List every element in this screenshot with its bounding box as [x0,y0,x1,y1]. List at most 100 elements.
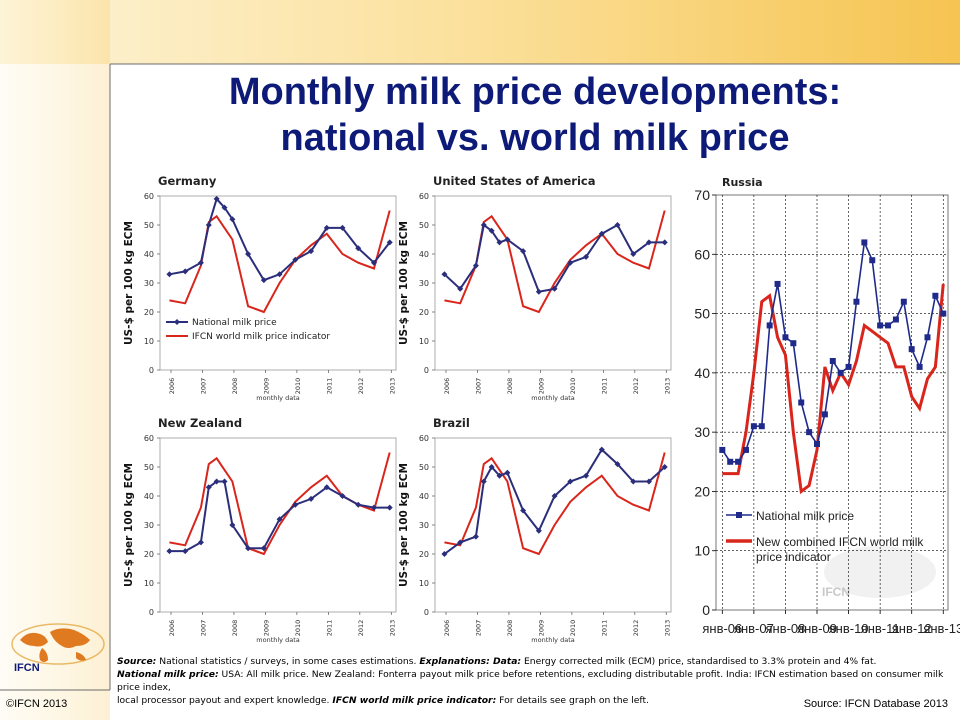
national-price-point [829,358,836,364]
national-price-point [758,423,765,430]
legend-label-world: IFCN world milk price indicator [192,332,330,342]
slide-title-line1: Monthly milk price developments: [228,71,842,113]
y-axis-label: US-$ per 100 kg ECM [398,221,410,345]
plot-area [715,194,949,611]
y-tick-label: 10 [694,543,710,559]
national-price-point [598,230,605,237]
x-tick-label: 2013 [388,378,396,395]
note-explanations-text: Energy corrected milk (ECM) price, stand… [521,656,877,667]
national-price-point [940,310,947,317]
legend-box [164,314,330,344]
x-tick-label: 2012 [357,378,365,395]
national-price-point [614,222,621,228]
national-price-point [457,539,464,546]
panel-title: Germany [158,174,217,188]
panel-title: United States of America [433,174,595,188]
panel-germany: Germany 0 10 20 30 40 50 60 2006 2007 2008 2009 2010… [123,174,397,402]
national-price-point [630,478,637,485]
x-tick-label: 2007 [199,378,207,395]
national-price-point [323,224,330,231]
national-price-point [308,248,315,255]
national-price-point [276,516,283,523]
national-price-point [900,298,907,305]
x-tick-label: янв-11 [861,621,900,636]
national-price-point [488,464,495,470]
y-tick-label: 0 [149,608,154,617]
national-price-point [735,458,742,465]
national-price-point [742,446,749,453]
y-axis-label: US-$ per 100 kg ECM [123,221,135,345]
x-tick-label: 2008 [506,620,514,637]
national-price-point [339,224,346,231]
national-price-point [292,256,299,263]
national-price-point [441,551,448,557]
national-price-point [750,423,757,430]
x-tick-label: 2010 [294,620,302,637]
national-price-point [355,501,362,508]
national-price-point [370,504,377,511]
national-price-point [496,239,503,246]
national-price-point [645,478,652,485]
national-price-point [806,429,813,436]
watermark-text: IFCN [822,585,850,599]
note-world-label: IFCN world milk price indicator: [332,695,497,706]
x-tick-label: 2009 [537,378,545,395]
national-price-point [441,271,448,278]
national-price-point [308,495,315,502]
national-price-point [630,251,637,257]
x-tick-label: 2010 [569,620,577,637]
national-price-point [355,245,362,252]
y-tick-label: 20 [694,483,710,499]
national-price-point [370,259,377,266]
national-price-point [877,322,884,329]
national-price-point [782,334,789,341]
national-price-point [221,204,228,211]
panel-title: Russia [722,176,763,189]
national-price-point [197,259,204,266]
x-tick-label: 2009 [262,620,270,637]
x-tick-label: 2011 [600,378,608,395]
chart-notes: Source: National statistics / surveys, i… [117,655,957,707]
national-price-point [908,346,915,353]
ifcn-logo-text: IFCN [14,662,40,674]
x-tick-label: 2008 [506,378,514,395]
x-tick-label: янв-13 [923,621,960,636]
x-axis-label: monthly data [256,636,299,644]
panel-new-zealand: New Zealand 0 10 20 30 40 50 60 2006 2007 2008 2009… [123,416,397,644]
legend-label-national: National milk price [192,318,277,328]
legend-marker-national [174,319,180,325]
national-price-point [727,458,734,465]
national-price-point [837,369,844,376]
national-price-point [496,472,503,479]
y-tick-label: 30 [144,279,154,288]
note-national-label: National milk price: [117,669,219,680]
national-price-point [790,340,797,347]
y-tick-label: 40 [694,365,710,381]
x-tick-label: 2009 [262,378,270,395]
note-national-text: USA: All milk price. New Zealand: Fonter… [117,669,944,693]
x-tick-label: 2007 [199,620,207,637]
y-tick-label: 60 [694,246,710,262]
y-tick-label: 0 [424,366,429,375]
plot-area [434,195,672,371]
plot-area [159,437,397,613]
national-price-point [821,411,828,418]
national-price-point [472,533,479,540]
national-price-point [182,268,189,275]
legend-label-world-line2: price indicator [756,550,831,564]
national-price-point [205,484,212,491]
x-tick-label: 2010 [569,378,577,395]
y-tick-label: 40 [419,250,429,259]
y-tick-label: 20 [144,550,154,559]
national-price-point [488,227,495,234]
national-price-point [645,239,652,246]
x-tick-label: 2012 [632,620,640,637]
series-line-world-indicator [444,452,666,556]
national-price-point [386,504,393,511]
national-price-point [661,239,668,246]
national-price-point [166,548,173,555]
national-price-point [845,363,852,370]
national-price-point [480,222,487,228]
x-tick-label: 2006 [443,620,451,637]
x-tick-label: янв-06 [702,621,742,636]
